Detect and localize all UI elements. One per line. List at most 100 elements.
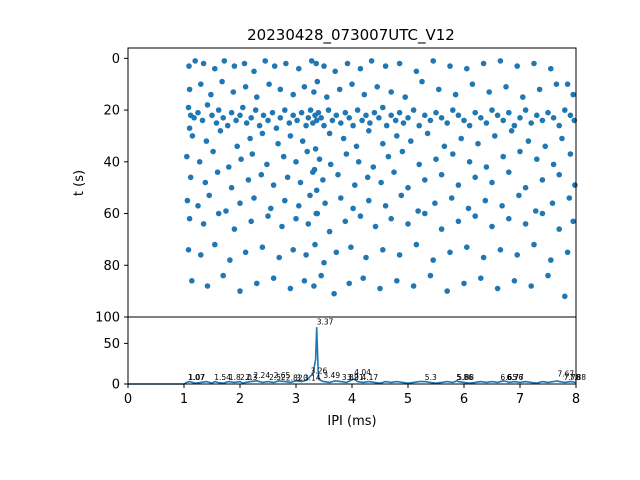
- scatter-point: [226, 164, 232, 170]
- scatter-point: [489, 107, 495, 113]
- scatter-point: [400, 120, 407, 126]
- scatter-point: [258, 171, 265, 178]
- scatter-point: [528, 283, 534, 289]
- scatter-point: [243, 120, 250, 126]
- scatter-point: [265, 213, 271, 219]
- scatter-point: [256, 122, 263, 129]
- scatter-point: [545, 109, 551, 116]
- ipi-peak-label: 3.49: [323, 371, 340, 380]
- scatter-point: [313, 117, 320, 124]
- scatter-point: [447, 63, 453, 69]
- scatter-point: [422, 112, 428, 119]
- scatter-point: [441, 143, 448, 150]
- scatter-point: [405, 115, 411, 121]
- scatter-point: [238, 156, 244, 162]
- scatter-point: [514, 63, 520, 69]
- scatter-point: [338, 120, 344, 126]
- scatter-point: [260, 112, 267, 119]
- scatter-point: [438, 226, 445, 232]
- scatter-point: [367, 120, 373, 126]
- scatter-point: [548, 257, 554, 263]
- scatter-point: [305, 221, 312, 227]
- scatter-point: [242, 84, 249, 90]
- scatter-point: [378, 179, 384, 186]
- scatter-point: [357, 213, 364, 219]
- scatter-point: [566, 195, 573, 201]
- scatter-point: [240, 104, 246, 111]
- scatter-point: [200, 221, 207, 227]
- scatter-point: [413, 241, 420, 248]
- scatter-point: [383, 122, 390, 129]
- scatter-point: [503, 84, 509, 90]
- scatter-point: [366, 128, 372, 134]
- scatter-point: [480, 254, 487, 261]
- scatter-point: [448, 195, 455, 201]
- scatter-point: [564, 249, 571, 256]
- scatter-point: [227, 257, 233, 263]
- scatter-point: [567, 151, 574, 157]
- scatter-point: [245, 177, 252, 183]
- scatter-point: [262, 58, 269, 64]
- scatter-point: [458, 135, 465, 142]
- scatter-point: [316, 156, 323, 162]
- scatter-point: [315, 109, 322, 116]
- scatter-point: [478, 115, 484, 121]
- scatter-point: [303, 122, 309, 129]
- scatter-point: [489, 223, 495, 230]
- scatter-point: [346, 280, 353, 287]
- ipi-peak-label: 5.3: [425, 373, 437, 382]
- scatter-point: [293, 215, 299, 222]
- scatter-point: [296, 203, 302, 209]
- scatter-point: [233, 117, 239, 124]
- scatter-point: [353, 143, 360, 150]
- scatter-point: [408, 138, 414, 144]
- scatter-point: [185, 104, 192, 111]
- scatter-point: [212, 241, 218, 248]
- scatter-point: [208, 91, 214, 98]
- scatter-point: [388, 89, 395, 95]
- scatter-point: [464, 244, 470, 250]
- scatter-point: [444, 120, 451, 126]
- scatter-point: [185, 247, 192, 253]
- scatter-point: [419, 78, 425, 85]
- scatter-point: [556, 226, 562, 232]
- scatter-point: [531, 60, 537, 67]
- scatter-point: [483, 164, 490, 170]
- scatter-point: [187, 174, 194, 181]
- scatter-point: [349, 81, 355, 87]
- ipi-x-tick-label: 7: [516, 392, 524, 407]
- scatter-point: [500, 153, 507, 160]
- ipi-x-tick-label: 8: [572, 392, 580, 407]
- scatter-y-tick-label: 80: [103, 259, 120, 274]
- scatter-point: [361, 91, 368, 98]
- chart-title: 20230428_073007UTC_V12: [247, 26, 455, 45]
- scatter-point: [199, 117, 206, 124]
- scatter-point: [522, 107, 529, 113]
- scatter-point: [301, 84, 308, 90]
- scatter-point: [324, 94, 330, 100]
- scatter-point: [427, 272, 434, 279]
- scatter-point: [213, 120, 220, 126]
- scatter-point: [438, 115, 445, 121]
- scatter-point: [416, 122, 423, 129]
- scatter-point: [564, 81, 571, 87]
- scatter-point: [252, 107, 259, 113]
- scatter-point: [422, 210, 428, 217]
- scatter-point: [522, 221, 529, 227]
- scatter-point: [220, 115, 226, 121]
- scatter-point: [363, 254, 369, 261]
- scatter-point: [326, 130, 333, 137]
- scatter-point: [464, 65, 470, 72]
- scatter-point: [517, 148, 523, 155]
- scatter-point: [329, 117, 336, 124]
- scatter-point: [357, 65, 364, 72]
- scatter-point: [342, 218, 349, 225]
- scatter-point: [359, 117, 365, 124]
- scatter-point: [259, 244, 266, 250]
- scatter-y-tick-label: 60: [103, 207, 120, 222]
- ipi-peak-label: 1.07: [188, 373, 205, 382]
- scatter-point: [277, 115, 284, 121]
- scatter-point: [410, 107, 417, 113]
- scatter-point: [336, 86, 343, 93]
- ipi-peak-label: 3.37: [317, 318, 334, 327]
